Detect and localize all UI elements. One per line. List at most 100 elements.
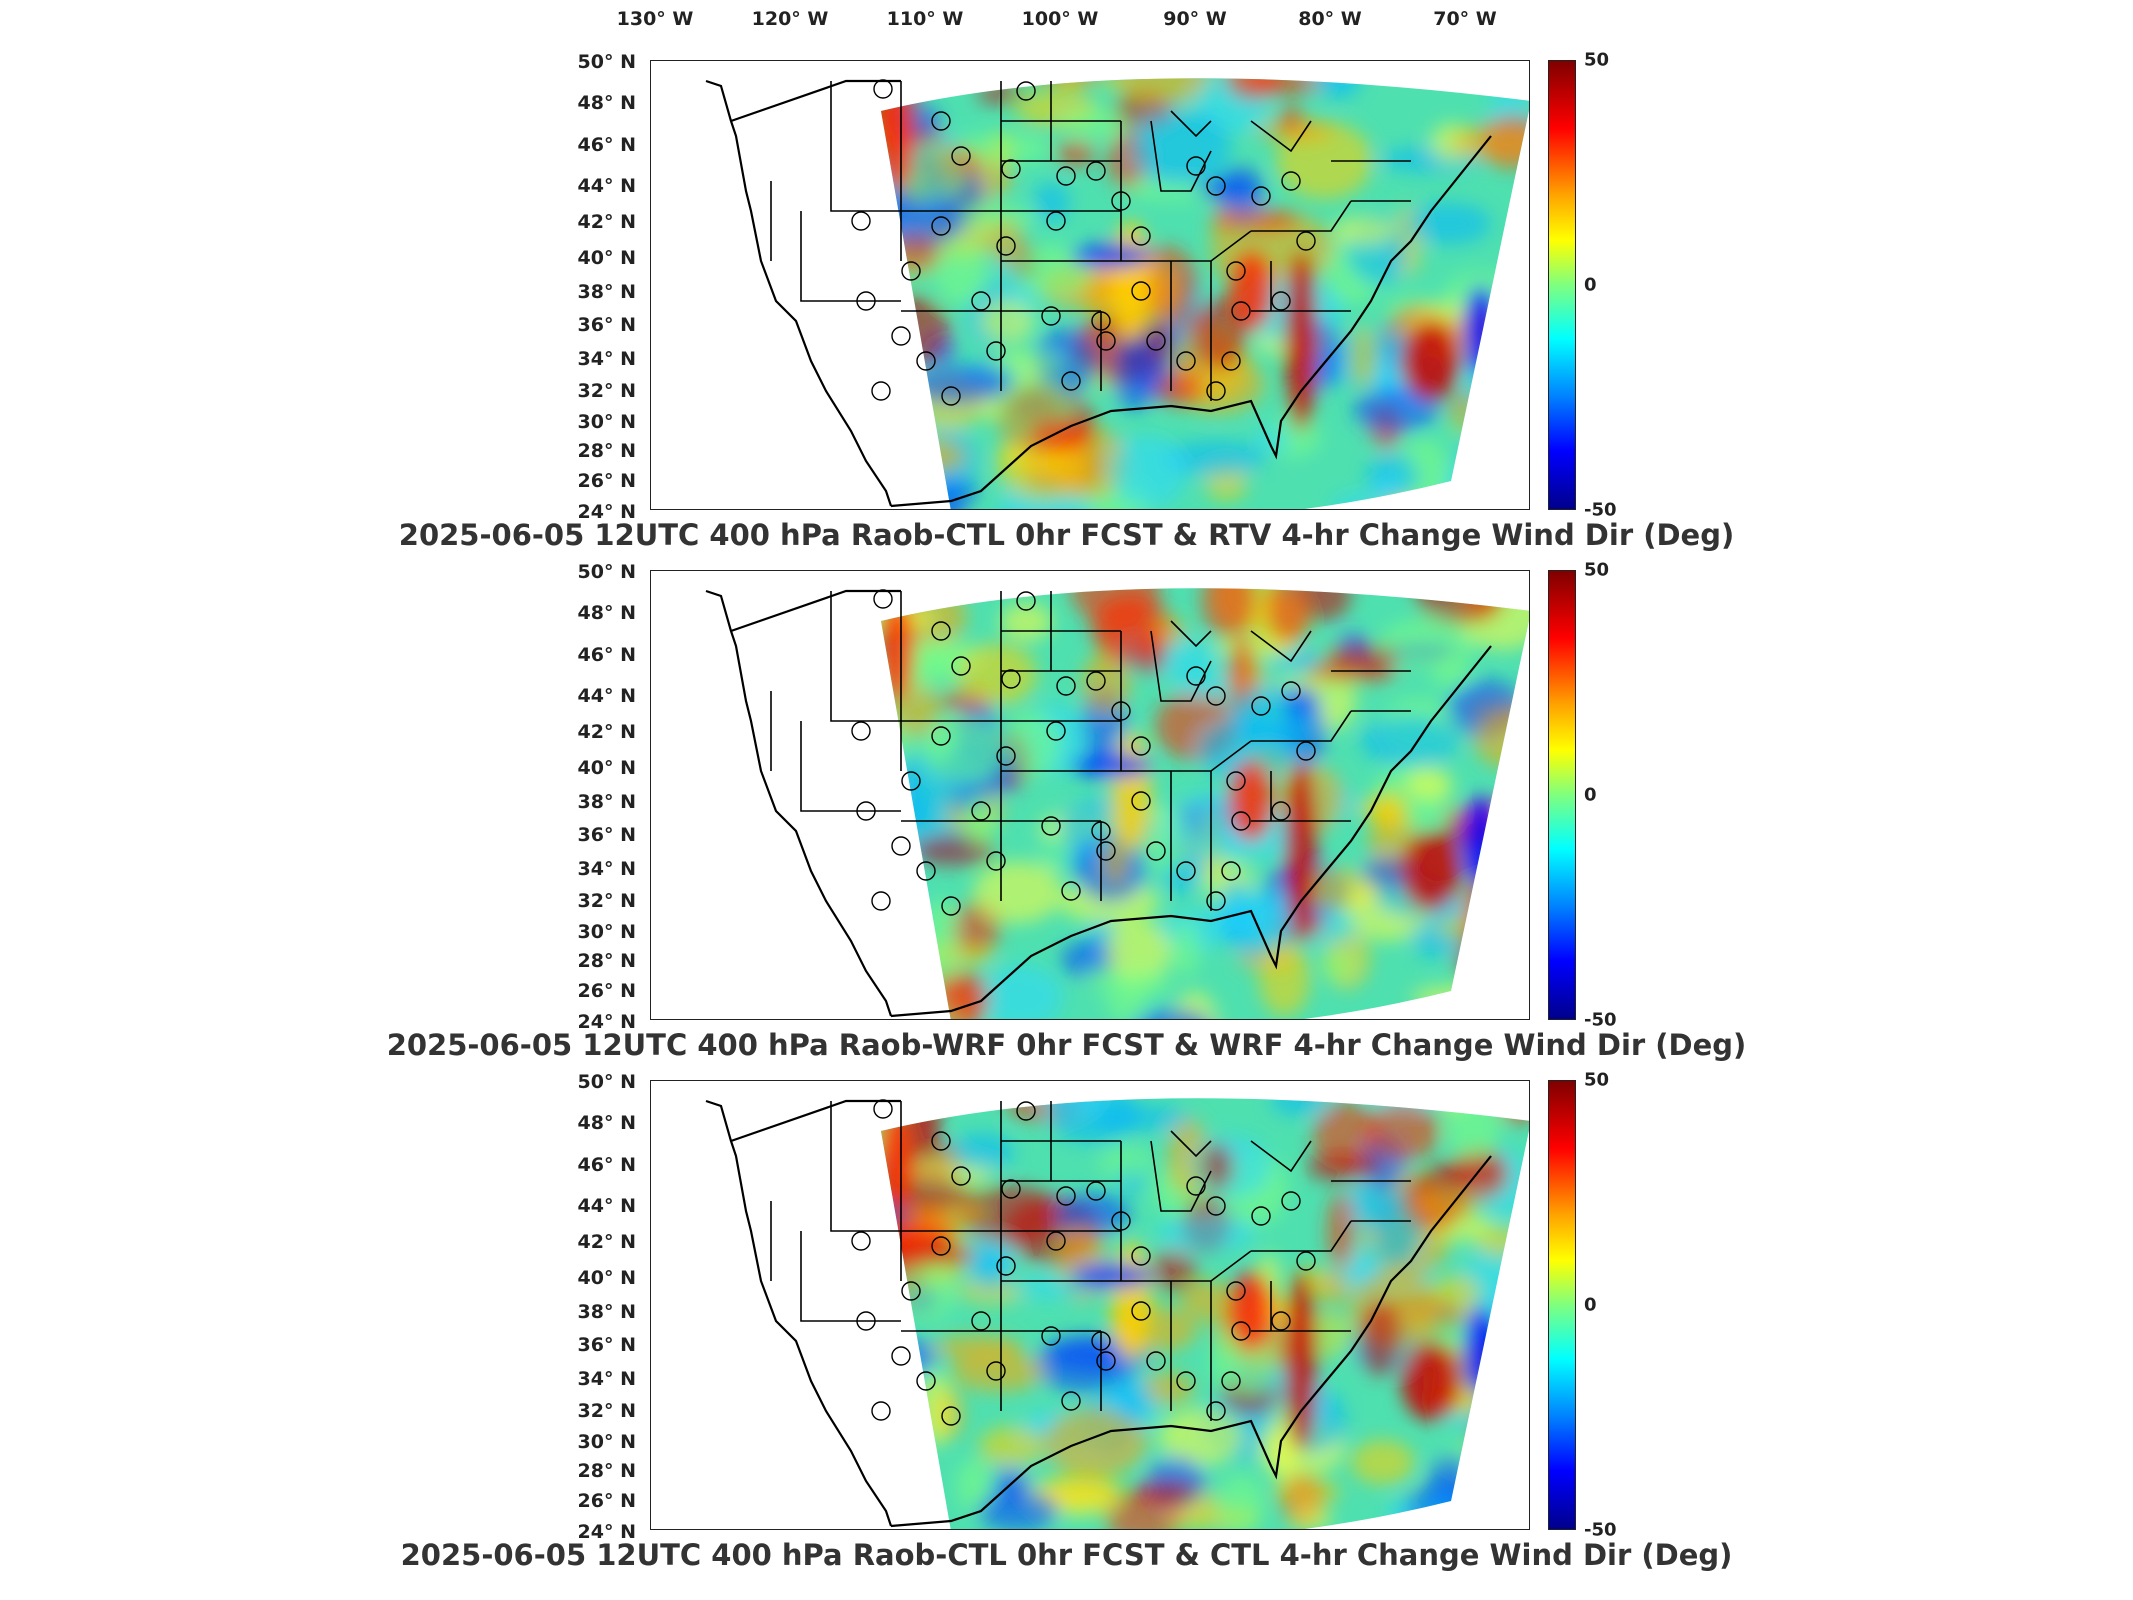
lon-label: 80° W [1298,8,1362,30]
field-feature [1071,244,1151,268]
station-circle-marker [1016,591,1036,611]
station-circle-marker [916,351,936,371]
wind-direction-field [881,588,1529,1019]
station-circle-marker [1061,1391,1081,1411]
station-circle-marker [891,326,911,346]
field-patch [908,366,1011,404]
field-patch [1163,440,1266,477]
field-patch [1455,918,1529,997]
lat-label: 48° N [577,1111,636,1134]
station-circle-marker [1231,811,1251,831]
lat-label: 38° N [577,790,636,813]
field-feature [881,601,914,701]
lat-label: 28° N [577,950,636,973]
station-circle-marker [1271,1311,1291,1331]
colorbar [1548,60,1576,510]
field-patch [1305,1152,1384,1183]
lat-label: 40° N [577,1266,636,1289]
field-feature [881,91,914,191]
field-patch [1218,1474,1264,1529]
station-circle-marker [873,79,893,99]
field-patch [1035,1334,1137,1393]
station-circle-marker [986,341,1006,361]
map-canvas [705,1098,1529,1529]
field-patch [1332,216,1398,245]
station-circle-marker [1046,211,1066,231]
lon-label: 90° W [1163,8,1227,30]
field-patch [1324,643,1398,672]
field-patch [1473,1098,1512,1101]
station-circle-marker [1186,1176,1206,1196]
field-patch [1326,1192,1356,1271]
station-circle-marker [1251,186,1271,206]
field-patch [1039,829,1070,874]
station-circle-marker [1016,81,1036,101]
field-feature [1401,321,1461,401]
field-patch [1266,588,1312,644]
station-circle-marker [1111,701,1131,721]
station-circle-marker [1096,1351,1116,1371]
station-circle-marker [1086,1181,1106,1201]
station-circle-marker [1226,261,1246,281]
field-feature [1463,1306,1499,1396]
station-circle-marker [931,216,951,236]
station-circle-marker [916,861,936,881]
field-patch [1283,685,1321,717]
station-circle-marker [851,211,871,231]
lat-label: 24° N [577,501,636,523]
station-circle-marker [1206,891,1226,911]
field-patch [957,643,1038,707]
station-circle-marker [1096,331,1116,351]
field-patch [1113,1378,1151,1423]
field-patch [1462,871,1507,948]
station-circle-marker [891,836,911,856]
station-circle-marker [971,291,991,311]
lat-label: 48° N [577,91,636,114]
station-circle-marker [873,1099,893,1119]
station-circle-marker [1041,306,1061,326]
map-panel: 50° N 48° N 46° N 44° N 42° N 40° N 38° N 36° N… [0,560,2133,1080]
field-patch [1118,966,1171,997]
station-circle-marker [856,1311,876,1331]
field-patch [1321,951,1354,982]
field-feature [1463,286,1499,376]
field-patch [1100,1146,1152,1180]
state-boundary [830,1101,902,1281]
lat-label: 46° N [577,134,636,157]
field-feature [1285,251,1317,431]
station-circle-marker [1041,1326,1061,1346]
field-feature [1111,221,1151,341]
map-canvas [705,78,1529,509]
field-patch [1313,1101,1379,1171]
station-circle-marker [1206,686,1226,706]
station-circle-marker [1186,666,1206,686]
station-circle-marker [1231,301,1251,321]
station-circle-marker [1091,1331,1111,1351]
field-patch [1154,371,1203,407]
state-boundary [1250,120,1312,153]
station-circle-marker [1041,816,1061,836]
field-patch [1405,767,1454,801]
station-circle-marker [1186,156,1206,176]
field-patch [1201,588,1256,639]
lat-label: 50° N [577,51,636,73]
station-circle-marker [901,261,921,281]
lat-label: 26° N [577,469,636,492]
field-patch [1007,711,1060,776]
field-feature [1111,731,1151,851]
lat-label: 30° N [577,1431,636,1453]
station-circle-marker [1296,231,1316,251]
station-circle-marker [941,1406,961,1426]
field-patch [1467,1476,1529,1529]
field-patch [970,1247,1010,1291]
lat-label: 48° N [577,601,636,624]
field-patch [881,169,901,246]
lat-label: 30° N [577,411,636,433]
station-circle-marker [1251,696,1271,716]
station-circle-marker [951,1166,971,1186]
field-patch [1415,588,1505,625]
station-circle-marker [931,621,951,641]
station-circle-marker [871,1401,891,1421]
field-patch [1486,311,1515,335]
station-circle-marker [1231,1321,1251,1341]
